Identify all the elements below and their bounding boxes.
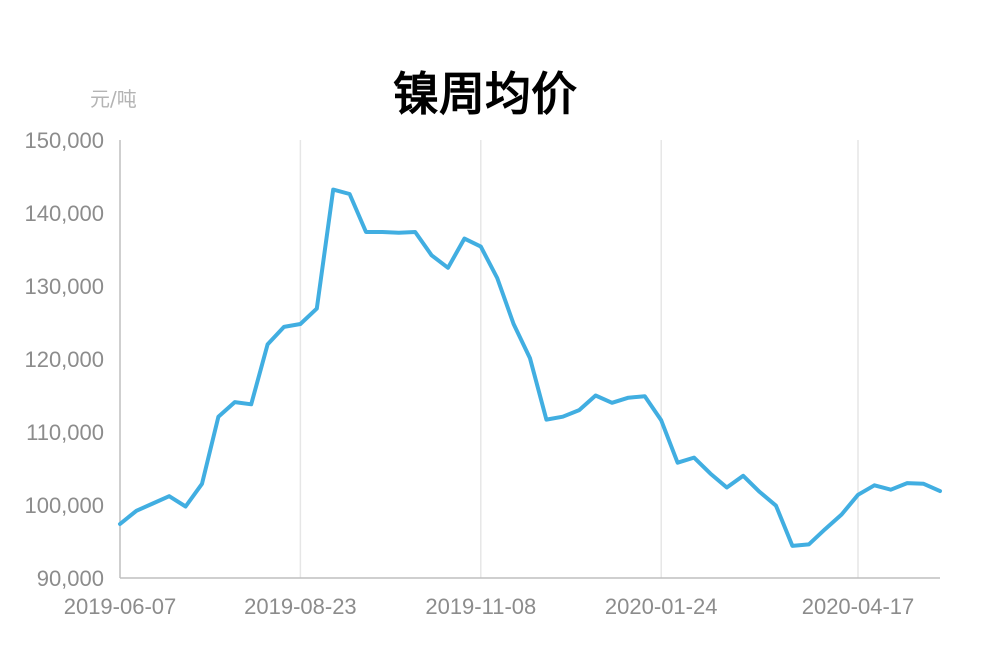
data-point — [676, 461, 680, 465]
data-point — [216, 415, 220, 419]
data-point — [413, 230, 417, 234]
data-point — [626, 396, 630, 400]
data-point — [200, 482, 204, 486]
data-point — [823, 527, 827, 531]
data-point — [331, 188, 335, 192]
data-point — [118, 522, 122, 526]
axes — [119, 140, 940, 579]
data-point — [577, 408, 581, 412]
series-line — [118, 187, 942, 548]
x-tick-label: 2020-01-24 — [605, 594, 718, 619]
data-point — [922, 482, 926, 486]
data-point — [249, 402, 253, 406]
grid-lines — [299, 140, 859, 578]
data-point — [905, 481, 909, 485]
data-point — [184, 504, 188, 508]
data-point — [643, 394, 647, 398]
data-point — [167, 494, 171, 498]
data-point — [741, 474, 745, 478]
data-point — [266, 342, 270, 346]
data-point — [397, 231, 401, 235]
data-point — [282, 325, 286, 329]
data-point — [446, 266, 450, 270]
y-tick-label: 150,000 — [24, 128, 104, 153]
data-point — [151, 502, 155, 506]
chart-title: 镍周均价 — [393, 67, 577, 121]
data-point — [708, 472, 712, 476]
y-tick-label: 110,000 — [26, 420, 104, 445]
data-point — [364, 230, 368, 234]
data-point — [512, 322, 516, 326]
y-tick-label: 130,000 — [24, 274, 104, 299]
data-point — [840, 512, 844, 516]
data-point — [315, 307, 319, 311]
x-tick-label: 2020-04-17 — [802, 594, 915, 619]
data-point — [298, 322, 302, 326]
data-point — [610, 401, 614, 405]
series-group — [118, 187, 942, 548]
data-point — [790, 544, 794, 548]
data-point — [659, 418, 663, 422]
data-point — [758, 490, 762, 494]
y-tick-label: 140,000 — [24, 201, 104, 226]
data-point — [479, 245, 483, 249]
y-tick-label: 100,000 — [24, 493, 104, 518]
x-tick-label: 2019-08-23 — [244, 594, 357, 619]
data-point — [856, 493, 860, 497]
data-point — [233, 400, 237, 404]
data-point — [495, 276, 499, 280]
y-axis-ticks: 90,000 100,000 110,000 120,000 130,000 140,00… — [24, 128, 104, 591]
data-point — [889, 488, 893, 492]
data-point — [774, 504, 778, 508]
data-point — [528, 356, 532, 360]
data-point — [692, 456, 696, 460]
x-axis-ticks: 2019-06-07 2019-08-23 2019-11-08 2020-01-24… — [64, 594, 915, 619]
x-tick-label: 2019-06-07 — [64, 594, 177, 619]
y-tick-label: 90,000 — [37, 566, 104, 591]
data-point — [430, 253, 434, 257]
x-tick-label: 2019-11-08 — [425, 594, 536, 619]
y-unit-label: 元/吨 — [90, 87, 137, 111]
data-point — [807, 542, 811, 546]
data-point — [725, 485, 729, 489]
data-point — [938, 489, 942, 493]
data-point — [594, 394, 598, 398]
data-point — [561, 415, 565, 419]
data-point — [348, 192, 352, 196]
data-point — [134, 509, 138, 513]
y-tick-label: 120,000 — [24, 347, 104, 372]
data-point — [872, 483, 876, 487]
data-point — [380, 230, 384, 234]
data-point — [544, 418, 548, 422]
data-point — [462, 237, 466, 241]
